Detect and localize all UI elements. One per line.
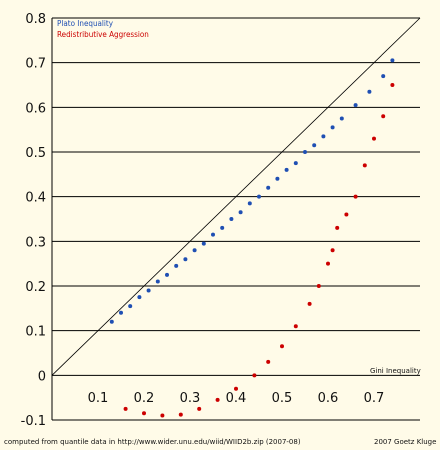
plato-point (390, 58, 395, 63)
redistributive-point (197, 406, 202, 411)
x-tick-label: 0.2 (134, 391, 155, 406)
y-tick-label: 0.3 (25, 235, 46, 250)
x-tick-label: 0.3 (180, 391, 201, 406)
plato-point (381, 74, 386, 79)
x-axis-ticks: 0.1 0.2 0.3 0.4 0.5 0.6 0.7 (88, 391, 385, 406)
y-tick-label: 0.2 (25, 280, 46, 295)
plato-point (275, 176, 280, 181)
redistributive-point (252, 373, 257, 378)
y-tick-label: 0.1 (25, 325, 46, 340)
plato-point (284, 167, 289, 172)
plato-point (303, 150, 307, 154)
redistributive-point (178, 412, 183, 417)
x-tick-label: 0.5 (272, 391, 293, 406)
plato-point (146, 288, 151, 293)
plato-point (109, 319, 114, 324)
redistributive-point (142, 411, 146, 416)
legend-redistributive: Redistributive Aggression (57, 30, 149, 39)
plato-inequality-points (109, 58, 395, 324)
plato-point (201, 241, 206, 246)
y-tick-label: 0.7 (25, 57, 46, 72)
plato-point (330, 125, 335, 130)
redistributive-point (234, 386, 238, 391)
y-tick-label: 0.4 (25, 191, 46, 206)
plato-point (266, 185, 271, 190)
redistributive-point (330, 248, 335, 253)
reference-diagonal (51, 17, 421, 376)
redistributive-point (335, 225, 340, 230)
plato-point (247, 201, 252, 206)
redistributive-point (390, 83, 395, 87)
source-note: computed from quantile data in http://ww… (4, 438, 301, 446)
plato-point (257, 194, 261, 199)
redistributive-aggression-points (123, 83, 395, 418)
y-tick-label: 0.8 (25, 12, 46, 27)
plato-point (183, 257, 188, 262)
plato-point (165, 272, 169, 277)
plato-point (128, 304, 133, 309)
gini-inequality-label: Gini Inequality (370, 367, 421, 375)
x-tick-label: 0.1 (88, 391, 109, 406)
plato-point (220, 225, 225, 230)
x-tick-label: 0.7 (364, 391, 385, 406)
plato-point (155, 279, 160, 284)
plato-point (339, 116, 344, 121)
plato-point (312, 143, 317, 148)
plato-point (211, 232, 215, 237)
plato-point (119, 310, 123, 315)
redistributive-point (353, 194, 358, 199)
redistributive-point (316, 284, 321, 288)
redistributive-point (215, 397, 220, 402)
y-tick-label: 0.6 (25, 101, 46, 116)
plato-point (229, 217, 234, 221)
redistributive-point (293, 324, 298, 329)
redistributive-point (372, 136, 376, 141)
plato-point (174, 263, 179, 268)
x-tick-label: 0.6 (318, 391, 339, 406)
plot-area (52, 18, 420, 420)
redistributive-point (344, 212, 349, 217)
redistributive-point (381, 114, 386, 119)
y-tick-label: 0.5 (25, 146, 46, 161)
legend-plato: Plato Inequality (57, 19, 114, 28)
x-tick-label: 0.4 (226, 391, 247, 406)
legend: Plato Inequality Redistributive Aggressi… (57, 19, 149, 39)
plato-point (192, 248, 197, 253)
redistributive-point (307, 301, 312, 306)
plato-point (353, 103, 358, 108)
redistributive-point (280, 344, 284, 349)
redistributive-point (160, 413, 165, 418)
credit-note: 2007 Goetz Kluge (374, 438, 436, 446)
plato-point (293, 161, 298, 166)
redistributive-point (266, 359, 271, 364)
redistributive-point (326, 261, 330, 266)
y-tick-label: 0 (38, 369, 46, 384)
redistributive-point (362, 163, 367, 168)
redistributive-point (123, 406, 128, 411)
plato-point (238, 210, 243, 215)
y-axis-ticks: 0.8 0.7 0.6 0.5 0.4 0.3 0.2 0.1 0 -0.1 (21, 12, 46, 429)
plato-point (137, 295, 142, 300)
plato-point (367, 89, 372, 94)
plato-point (321, 134, 326, 139)
y-tick-label: -0.1 (21, 414, 46, 429)
